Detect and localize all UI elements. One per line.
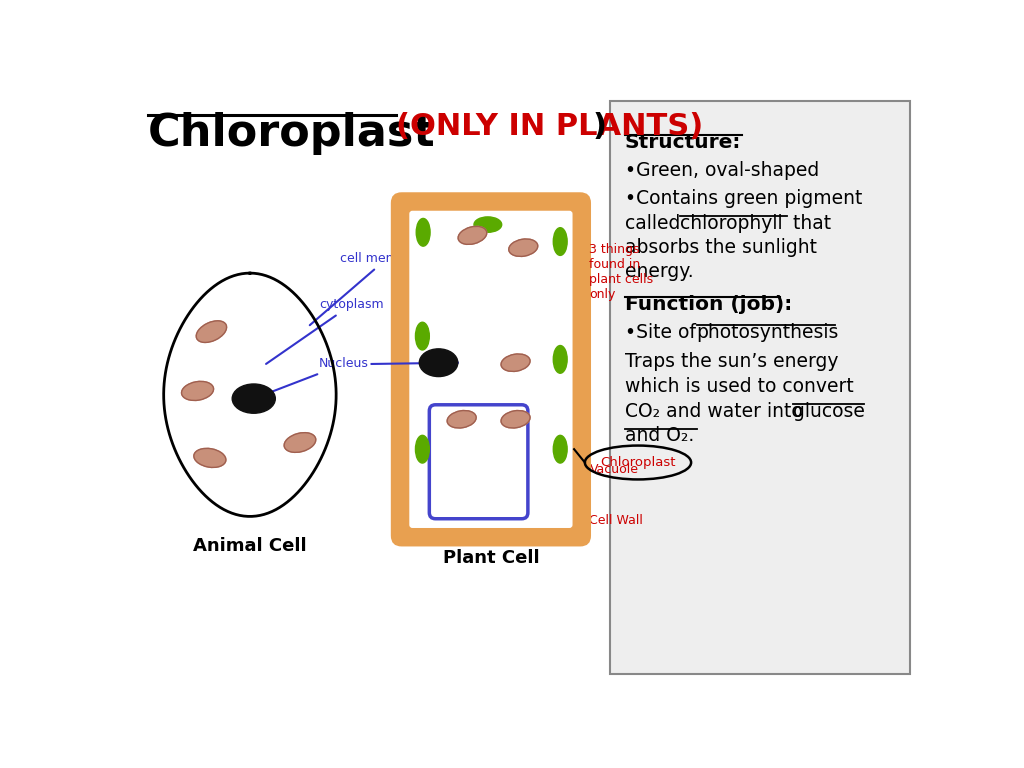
Text: 3 things
found in
plant cells
only: 3 things found in plant cells only	[590, 243, 653, 301]
Text: Structure:: Structure:	[625, 133, 741, 152]
Text: Nucleus: Nucleus	[256, 357, 369, 398]
Text: Vacuole: Vacuole	[490, 463, 639, 480]
Text: energy.: energy.	[625, 262, 693, 280]
Text: photosynthesis: photosynthesis	[696, 323, 839, 343]
Ellipse shape	[416, 323, 429, 350]
Ellipse shape	[553, 227, 567, 256]
Text: chlorophyll: chlorophyll	[680, 214, 783, 233]
Ellipse shape	[501, 354, 530, 372]
FancyBboxPatch shape	[609, 101, 909, 674]
FancyBboxPatch shape	[391, 192, 591, 547]
Ellipse shape	[416, 435, 429, 463]
Text: cytoplasm: cytoplasm	[266, 298, 384, 364]
Text: Chloroplast: Chloroplast	[600, 456, 676, 469]
Text: •Green, oval-shaped: •Green, oval-shaped	[625, 161, 819, 180]
Ellipse shape	[181, 382, 214, 400]
Ellipse shape	[416, 218, 430, 247]
Text: •Contains green pigment: •Contains green pigment	[625, 189, 862, 208]
Text: Function (job):: Function (job):	[625, 295, 793, 313]
Ellipse shape	[553, 435, 567, 463]
Ellipse shape	[447, 411, 476, 428]
Ellipse shape	[509, 239, 538, 257]
FancyBboxPatch shape	[410, 210, 572, 528]
Text: ): )	[593, 112, 606, 141]
Text: glucose: glucose	[793, 402, 864, 421]
Ellipse shape	[458, 227, 486, 244]
Polygon shape	[164, 273, 336, 516]
Text: (ONLY IN PLANTS): (ONLY IN PLANTS)	[396, 112, 703, 141]
Ellipse shape	[419, 349, 458, 376]
Ellipse shape	[194, 449, 226, 468]
Ellipse shape	[284, 432, 315, 452]
Text: which is used to convert: which is used to convert	[625, 377, 854, 396]
Text: and O₂.: and O₂.	[625, 426, 694, 445]
FancyBboxPatch shape	[429, 405, 528, 518]
Ellipse shape	[232, 384, 275, 413]
Text: Cell Wall: Cell Wall	[503, 514, 643, 531]
Text: cell membrane: cell membrane	[310, 252, 434, 325]
Text: Plant Cell: Plant Cell	[442, 549, 540, 567]
Ellipse shape	[501, 411, 530, 428]
Text: •Site of: •Site of	[625, 323, 701, 343]
Text: CO₂ and water into: CO₂ and water into	[625, 402, 809, 421]
Ellipse shape	[197, 321, 226, 343]
Text: Chloroplast: Chloroplast	[147, 112, 435, 155]
Text: absorbs the sunlight: absorbs the sunlight	[625, 238, 817, 257]
Text: that: that	[786, 214, 830, 233]
Text: Traps the sun’s energy: Traps the sun’s energy	[625, 353, 839, 372]
Ellipse shape	[474, 217, 502, 232]
Ellipse shape	[553, 346, 567, 373]
Text: Animal Cell: Animal Cell	[194, 538, 307, 555]
Text: called: called	[625, 214, 686, 233]
